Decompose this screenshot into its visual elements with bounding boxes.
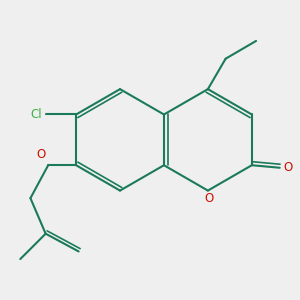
Text: Cl: Cl [31, 108, 42, 121]
Text: O: O [204, 192, 214, 205]
Text: O: O [36, 148, 46, 161]
Text: O: O [284, 161, 293, 174]
